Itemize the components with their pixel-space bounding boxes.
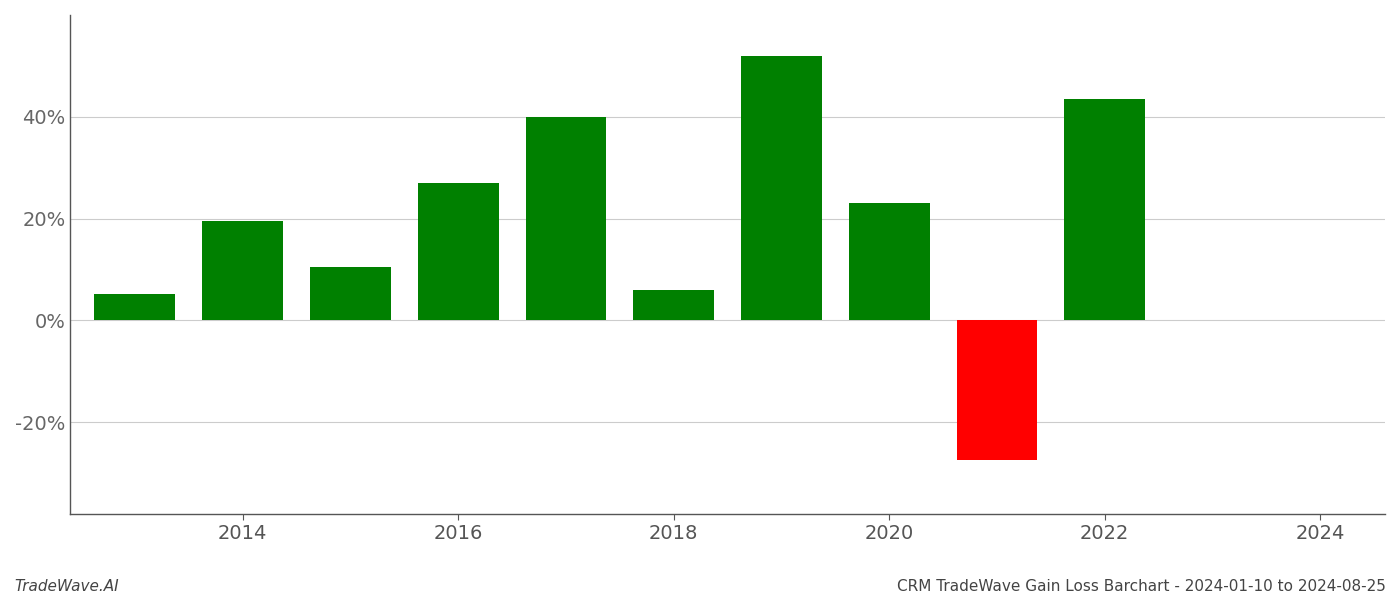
Bar [94, 294, 175, 320]
Text: TradeWave.AI: TradeWave.AI [14, 579, 119, 594]
Bar [1064, 99, 1145, 320]
Text: CRM TradeWave Gain Loss Barchart - 2024-01-10 to 2024-08-25: CRM TradeWave Gain Loss Barchart - 2024-… [897, 579, 1386, 594]
Bar [202, 221, 283, 320]
Bar [309, 267, 391, 320]
Bar [525, 117, 606, 320]
Bar [633, 290, 714, 320]
Bar [417, 183, 498, 320]
Bar [848, 203, 930, 320]
Bar [956, 320, 1037, 460]
Bar [741, 56, 822, 320]
